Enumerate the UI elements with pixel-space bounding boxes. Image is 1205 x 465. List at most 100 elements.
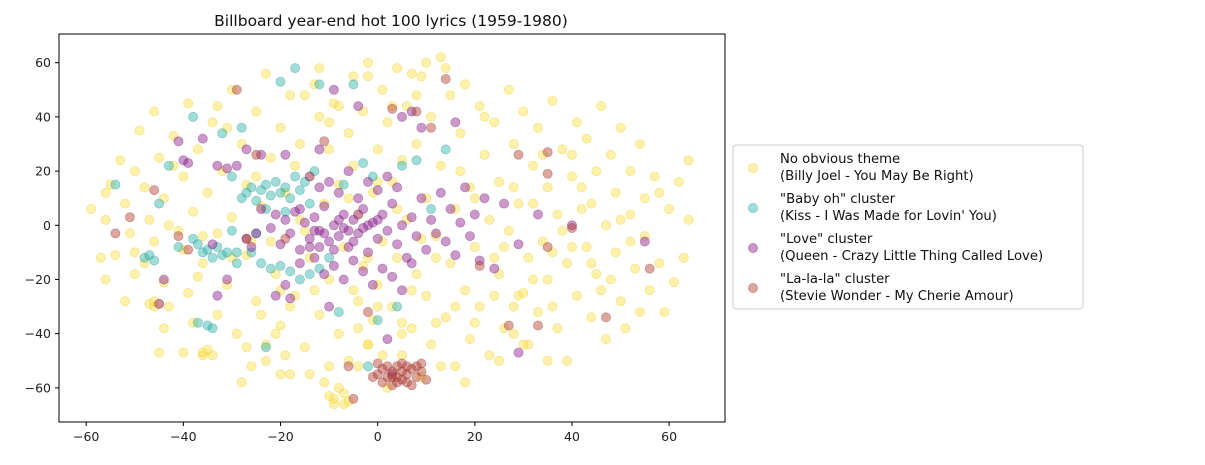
scatter-point-series-0 bbox=[537, 149, 548, 160]
legend-label: "Love" cluster bbox=[780, 232, 873, 247]
scatter-point-series-3 bbox=[183, 244, 194, 255]
scatter-point-series-1 bbox=[362, 361, 373, 372]
scatter-point-series-0 bbox=[358, 106, 369, 117]
scatter-point-series-2 bbox=[280, 214, 291, 225]
scatter-point-series-1 bbox=[246, 247, 257, 258]
scatter-point-series-0 bbox=[601, 334, 612, 345]
scatter-point-series-0 bbox=[416, 71, 427, 82]
scatter-point-series-0 bbox=[129, 166, 140, 177]
scatter-point-series-1 bbox=[173, 241, 184, 252]
scatter-point-series-0 bbox=[188, 206, 199, 217]
scatter-point-series-0 bbox=[392, 252, 403, 263]
scatter-point-series-2 bbox=[222, 163, 233, 174]
scatter-point-series-0 bbox=[304, 171, 315, 182]
scatter-point-series-0 bbox=[168, 160, 179, 171]
scatter-point-series-1 bbox=[144, 250, 155, 261]
scatter-point-series-2 bbox=[158, 274, 169, 285]
scatter-point-series-0 bbox=[591, 269, 602, 280]
scatter-point-series-2 bbox=[362, 176, 373, 187]
scatter-point-series-0 bbox=[615, 122, 626, 133]
legend-marker bbox=[748, 242, 759, 253]
scatter-point-series-0 bbox=[333, 101, 344, 112]
scatter-point-series-1 bbox=[241, 187, 252, 198]
scatter-point-series-0 bbox=[654, 258, 665, 269]
scatter-point-series-0 bbox=[635, 138, 646, 149]
scatter-point-series-0 bbox=[343, 355, 354, 366]
scatter-point-series-0 bbox=[426, 111, 437, 122]
scatter-point-series-0 bbox=[294, 138, 305, 149]
scatter-point-series-2 bbox=[367, 279, 378, 290]
scatter-point-series-0 bbox=[197, 350, 208, 361]
scatter-point-series-0 bbox=[377, 84, 388, 95]
scatter-point-series-0 bbox=[314, 309, 325, 320]
scatter-point-series-0 bbox=[324, 274, 335, 285]
scatter-point-series-0 bbox=[382, 382, 393, 393]
scatter-point-series-3 bbox=[124, 212, 135, 223]
scatter-point-series-1 bbox=[265, 190, 276, 201]
scatter-point-series-3 bbox=[387, 371, 398, 382]
scatter-point-series-0 bbox=[411, 269, 422, 280]
scatter-point-series-0 bbox=[353, 323, 364, 334]
scatter-point-series-2 bbox=[270, 290, 281, 301]
scatter-point-series-0 bbox=[469, 317, 480, 328]
scatter-point-series-2 bbox=[421, 244, 432, 255]
legend-sublabel: (Billy Joel - You May Be Right) bbox=[780, 169, 974, 184]
scatter-point-series-0 bbox=[338, 399, 349, 410]
scatter-point-series-2 bbox=[197, 133, 208, 144]
scatter-point-series-1 bbox=[231, 247, 242, 258]
scatter-point-series-2 bbox=[183, 157, 194, 168]
y-tick-label: 40 bbox=[35, 109, 51, 124]
scatter-point-series-2 bbox=[396, 220, 407, 231]
scatter-point-series-0 bbox=[644, 285, 655, 296]
scatter-point-series-2 bbox=[513, 239, 524, 250]
scatter-point-series-2 bbox=[241, 144, 252, 155]
scatter-point-series-0 bbox=[625, 166, 636, 177]
scatter-point-series-0 bbox=[562, 355, 573, 366]
scatter-point-series-0 bbox=[435, 160, 446, 171]
scatter-point-series-0 bbox=[100, 214, 111, 225]
scatter-point-series-1 bbox=[154, 198, 165, 209]
scatter-point-series-2 bbox=[416, 122, 427, 133]
scatter-point-series-0 bbox=[605, 274, 616, 285]
y-tick-label: 0 bbox=[43, 218, 51, 233]
scatter-point-series-2 bbox=[343, 225, 354, 236]
scatter-point-series-0 bbox=[173, 225, 184, 236]
scatter-point-series-2 bbox=[324, 301, 335, 312]
x-tick-label: 0 bbox=[374, 429, 382, 444]
scatter-point-series-1 bbox=[188, 111, 199, 122]
legend-label: "La-la-la" cluster bbox=[780, 272, 890, 287]
scatter-point-series-0 bbox=[430, 231, 441, 242]
scatter-point-series-0 bbox=[396, 328, 407, 339]
scatter-point-series-0 bbox=[226, 212, 237, 223]
scatter-point-series-0 bbox=[212, 228, 223, 239]
scatter-point-series-0 bbox=[158, 193, 169, 204]
scatter-point-series-0 bbox=[503, 225, 514, 236]
scatter-point-series-0 bbox=[659, 306, 670, 317]
scatter-point-series-0 bbox=[324, 117, 335, 128]
scatter-point-series-0 bbox=[547, 95, 558, 106]
scatter-point-series-0 bbox=[664, 203, 675, 214]
scatter-point-series-2 bbox=[382, 225, 393, 236]
scatter-point-series-0 bbox=[260, 339, 271, 350]
scatter-point-series-0 bbox=[542, 274, 553, 285]
legend-label: No obvious theme bbox=[780, 152, 900, 167]
scatter-point-series-0 bbox=[392, 63, 403, 74]
scatter-point-series-0 bbox=[324, 361, 335, 372]
scatter-point-series-0 bbox=[377, 236, 388, 247]
scatter-point-series-0 bbox=[406, 68, 417, 79]
legend-entry-3: "La-la-la" cluster (Stevie Wonder - My Ch… bbox=[748, 272, 1014, 304]
scatter-point-series-2 bbox=[411, 231, 422, 242]
scatter-point-series-2 bbox=[392, 239, 403, 250]
scatter-point-series-1 bbox=[192, 317, 203, 328]
scatter-point-series-0 bbox=[610, 247, 621, 258]
scatter-point-series-0 bbox=[241, 250, 252, 261]
scatter-point-series-2 bbox=[178, 155, 189, 166]
scatter-point-series-0 bbox=[542, 182, 553, 193]
scatter-point-series-2 bbox=[207, 239, 218, 250]
scatter-point-series-0 bbox=[183, 287, 194, 298]
scatter-point-series-0 bbox=[149, 236, 160, 247]
scatter-point-series-2 bbox=[256, 203, 267, 214]
scatter-point-series-1 bbox=[333, 306, 344, 317]
scatter-point-series-0 bbox=[450, 301, 461, 312]
scatter-point-series-3 bbox=[382, 361, 393, 372]
